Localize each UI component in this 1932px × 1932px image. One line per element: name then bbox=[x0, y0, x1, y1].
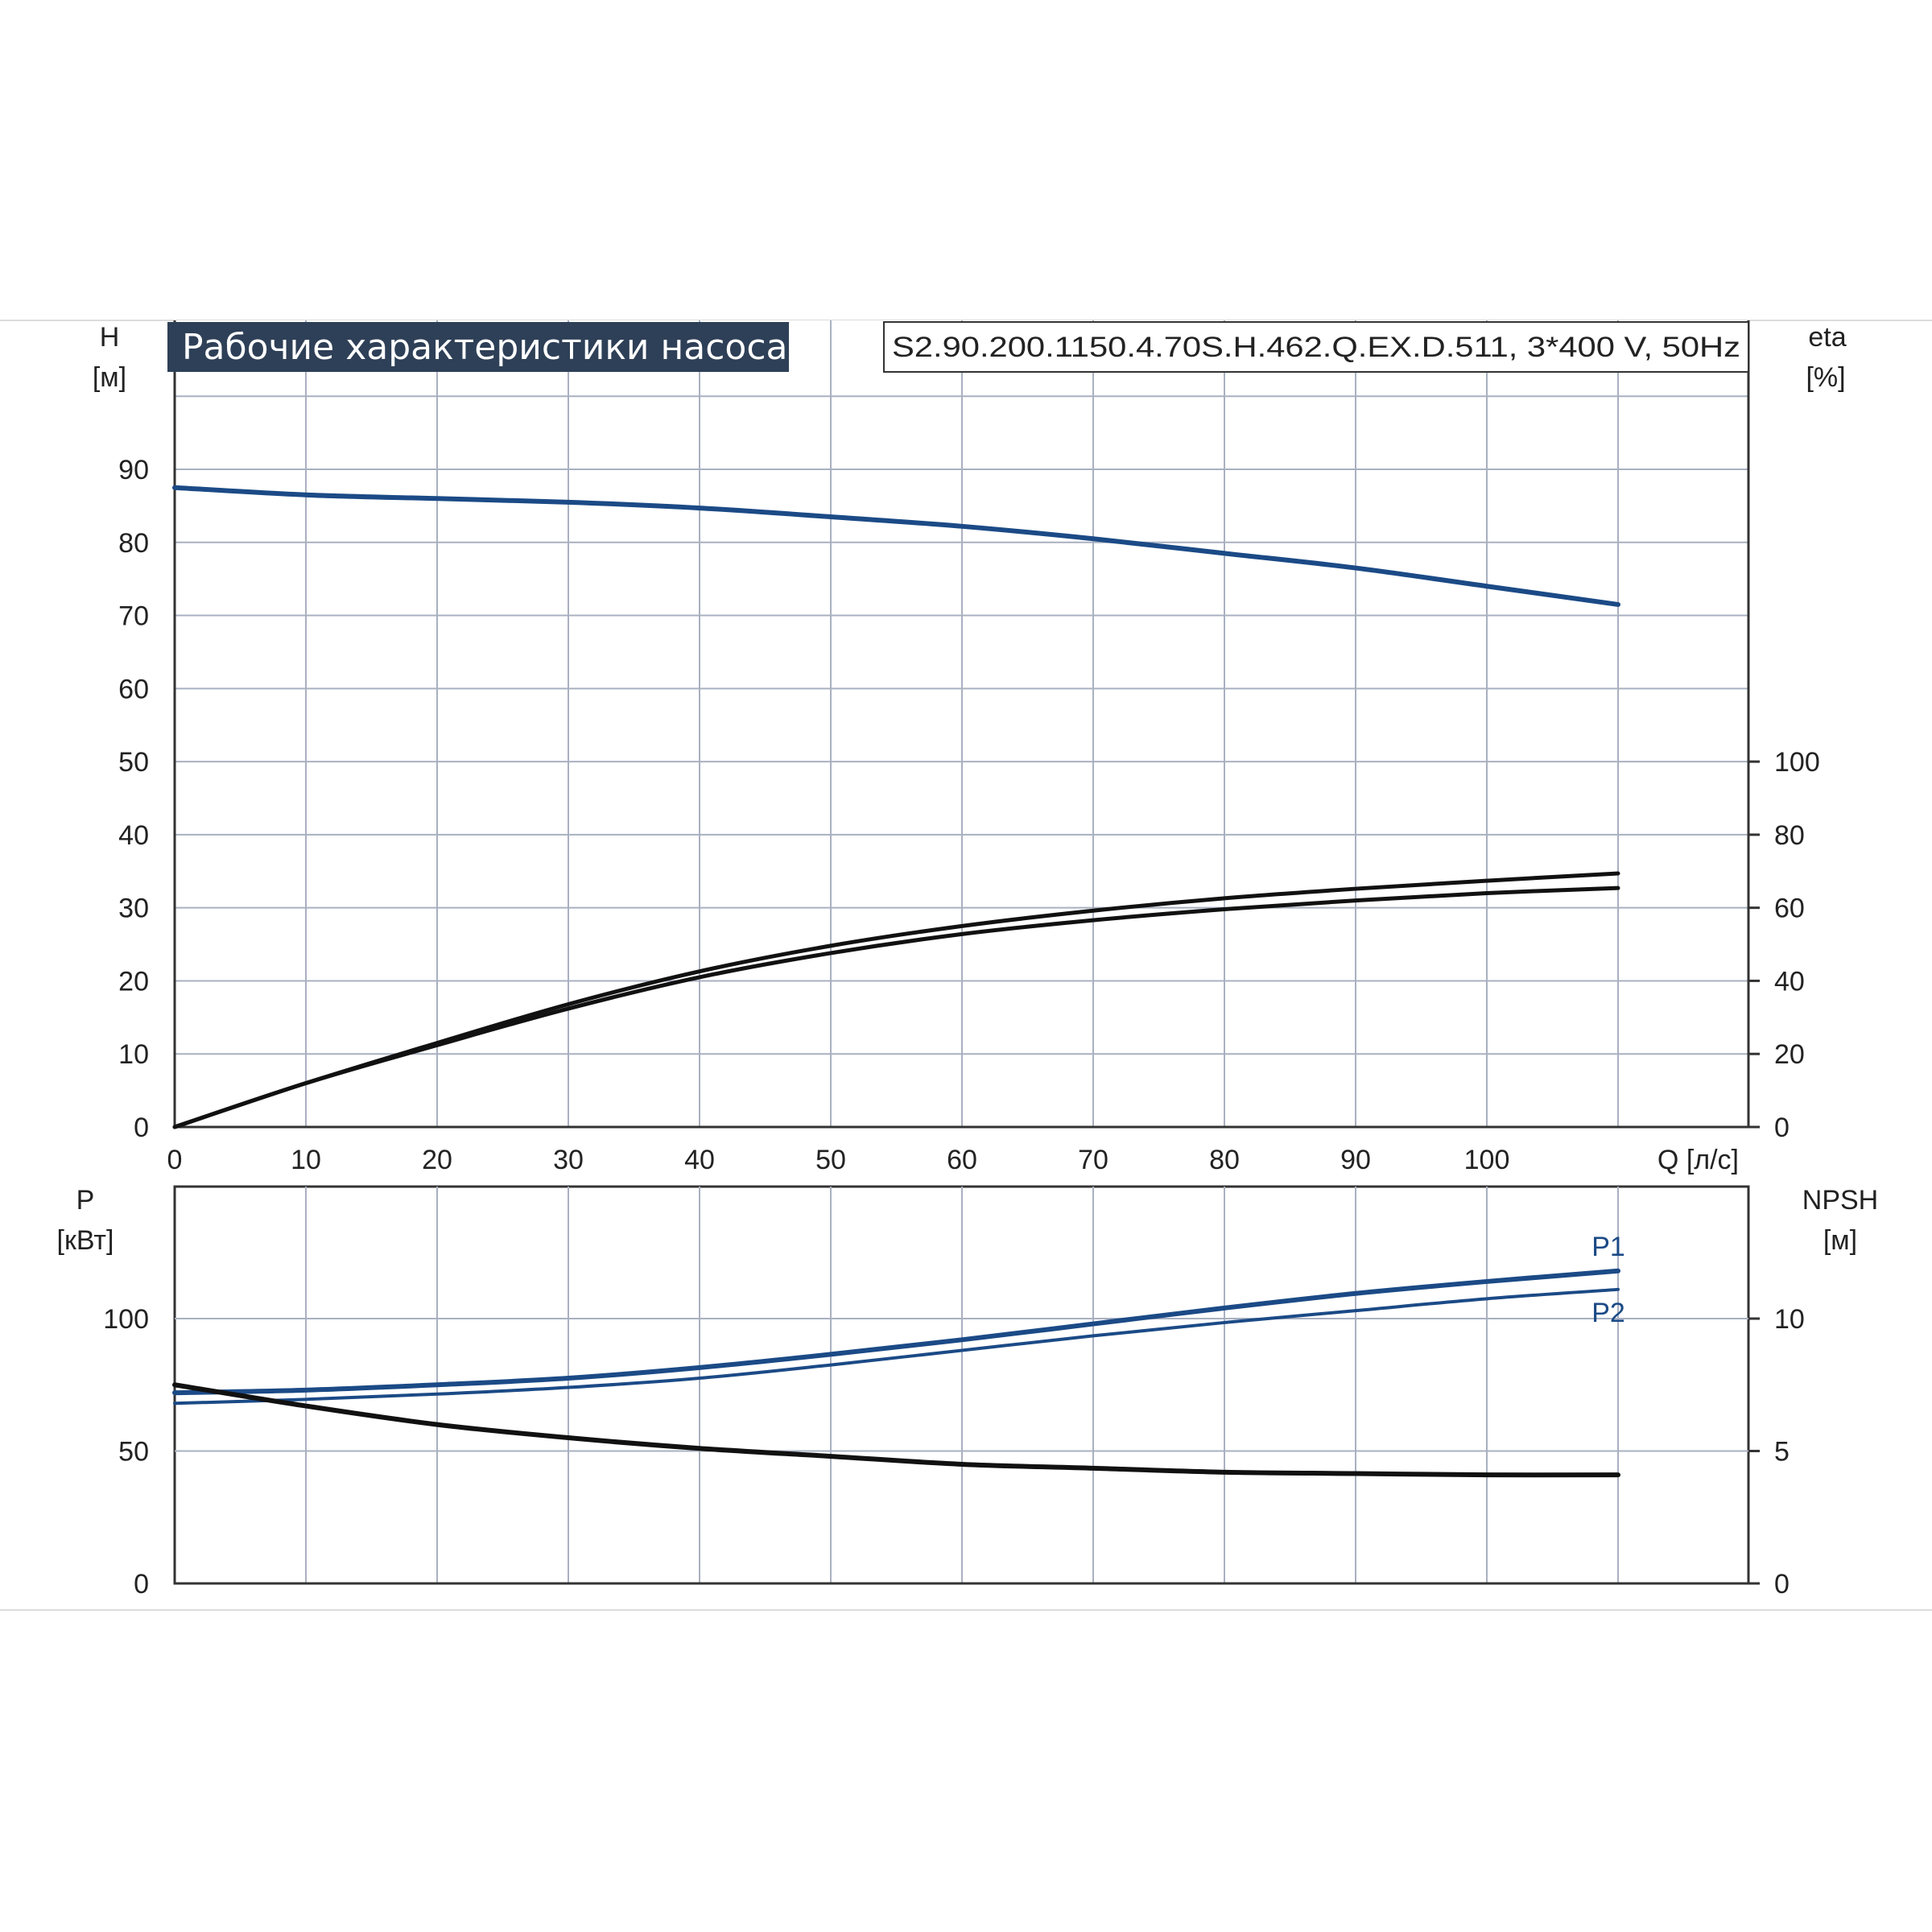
x-tick-label: 40 bbox=[684, 1145, 715, 1175]
series-label-p2: P2 bbox=[1591, 1298, 1625, 1328]
h-tick-label: 90 bbox=[118, 455, 149, 485]
model-box bbox=[883, 321, 1749, 373]
x-tick-label: 80 bbox=[1209, 1145, 1240, 1175]
q-axis-label: Q [л/с] bbox=[1657, 1145, 1739, 1175]
top-panel-series bbox=[172, 485, 1620, 1129]
h-tick-label: 30 bbox=[118, 894, 149, 924]
npsh-axis-label: NPSH bbox=[1802, 1185, 1878, 1216]
h-tick-label: 10 bbox=[118, 1039, 149, 1070]
x-tick-label: 10 bbox=[291, 1145, 321, 1175]
x-tick-label: 60 bbox=[947, 1145, 977, 1175]
tick-labels: 0 10 20 30 40 50 60 70 80 90 100010203040506070809… bbox=[103, 455, 1819, 1600]
p-tick-label: 100 bbox=[103, 1304, 149, 1335]
x-tick-label: 50 bbox=[815, 1145, 846, 1175]
eta-tick-label: 60 bbox=[1774, 894, 1805, 924]
h-axis-unit: [м] bbox=[93, 362, 126, 393]
eta-tick-label: 40 bbox=[1774, 966, 1805, 997]
x-tick-label: 20 bbox=[422, 1145, 452, 1175]
power-curve-p1 bbox=[172, 1268, 1620, 1396]
eta-tick-label: 20 bbox=[1774, 1039, 1805, 1070]
power-curve-p2 bbox=[173, 1287, 1620, 1406]
eta-tick-label: 100 bbox=[1774, 747, 1820, 778]
eta-axis-label: eta bbox=[1808, 322, 1846, 353]
h-axis-label: H bbox=[100, 322, 120, 353]
h-tick-label: 0 bbox=[134, 1113, 149, 1143]
eta-tick-label: 80 bbox=[1774, 820, 1805, 851]
x-tick-label: 70 bbox=[1078, 1145, 1108, 1175]
npsh-curve bbox=[172, 1382, 1620, 1478]
p-tick-label: 0 bbox=[134, 1569, 149, 1600]
npsh-tick-label: 10 bbox=[1774, 1304, 1805, 1335]
npsh-tick-label: 0 bbox=[1774, 1569, 1790, 1600]
bottom-panel-series bbox=[172, 1268, 1620, 1478]
title-box bbox=[167, 322, 789, 372]
npsh-tick-label: 5 bbox=[1774, 1437, 1790, 1468]
h-tick-label: 80 bbox=[118, 528, 149, 559]
h-tick-label: 20 bbox=[118, 966, 149, 997]
h-tick-label: 70 bbox=[118, 601, 149, 632]
x-tick-label: 100 bbox=[1464, 1145, 1510, 1175]
p-axis-label: P bbox=[76, 1185, 95, 1216]
efficiency-curve-2 bbox=[172, 886, 1620, 1129]
x-tick-label: 30 bbox=[553, 1145, 584, 1175]
x-tick-label: 0 bbox=[167, 1145, 183, 1175]
series-label-p1: P1 bbox=[1591, 1232, 1625, 1262]
p-tick-label: 50 bbox=[118, 1437, 149, 1468]
eta-axis-unit: [%] bbox=[1806, 362, 1845, 393]
eta-tick-label: 0 bbox=[1774, 1113, 1790, 1143]
h-tick-label: 50 bbox=[118, 747, 149, 778]
x-tick-label: 90 bbox=[1340, 1145, 1371, 1175]
h-tick-label: 40 bbox=[118, 820, 149, 851]
h-tick-label: 60 bbox=[118, 674, 149, 704]
model-label: S2.90.200.1150.4.70S.H.462.Q.EX.D.511, 3… bbox=[892, 332, 1740, 363]
p-axis-unit: [кВт] bbox=[57, 1225, 114, 1256]
head-curve bbox=[172, 485, 1620, 607]
top-panel-grid bbox=[173, 320, 1750, 1129]
npsh-axis-unit: [м] bbox=[1823, 1225, 1857, 1256]
chart-title: Рабочие характеристики насоса bbox=[182, 327, 787, 368]
